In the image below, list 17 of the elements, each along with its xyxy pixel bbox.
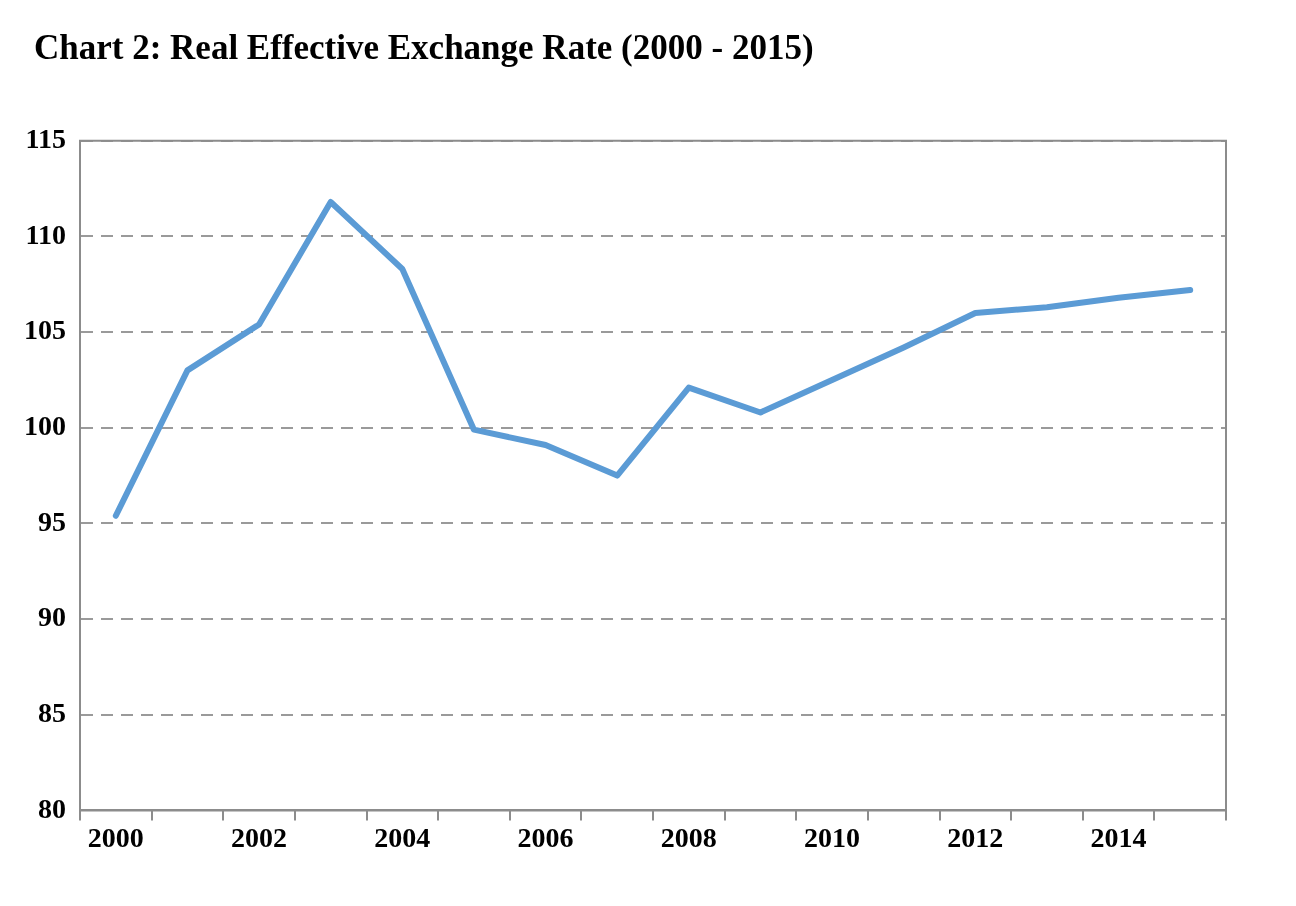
y-tick-label: 80 <box>38 792 66 824</box>
y-tick-label: 115 <box>25 123 66 155</box>
x-tick-label: 2012 <box>947 822 1004 854</box>
chart-title: Chart 2: Real Effective Exchange Rate (2000 - 2015) <box>34 28 815 68</box>
y-tick-label: 110 <box>25 218 66 250</box>
x-tick-label: 2004 <box>374 822 431 854</box>
x-tick-label: 2002 <box>231 822 288 854</box>
y-tick-label: 85 <box>38 696 66 728</box>
y-tick-label: 90 <box>38 601 66 633</box>
x-tick-label: 2014 <box>1090 822 1147 854</box>
x-tick-label: 2000 <box>87 822 144 854</box>
y-tick-label: 100 <box>24 410 66 442</box>
y-tick-label: 95 <box>38 505 66 537</box>
x-tick-label: 2006 <box>517 822 574 854</box>
x-tick-label: 2008 <box>660 822 717 854</box>
x-tick-label: 2010 <box>804 822 861 854</box>
y-tick-label: 105 <box>24 314 66 346</box>
